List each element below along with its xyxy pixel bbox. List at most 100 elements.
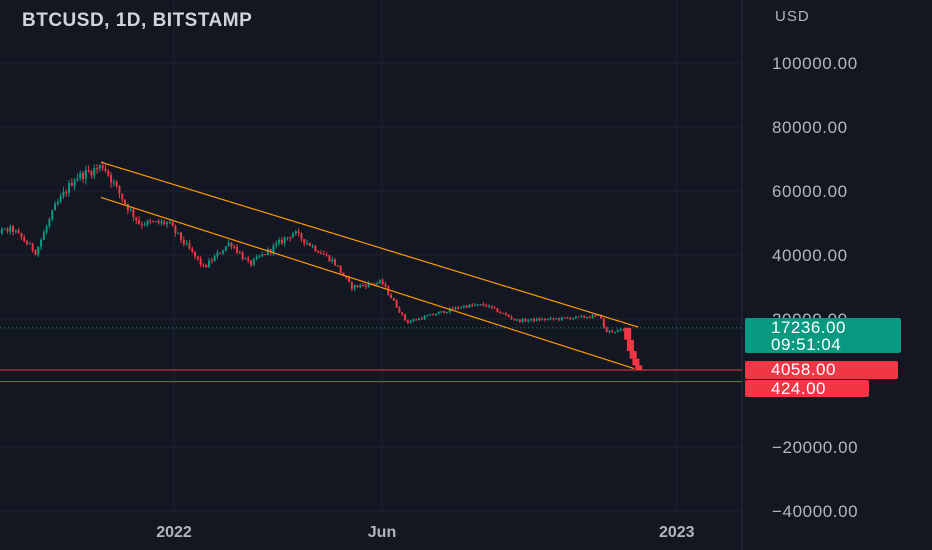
candle-body [502,312,505,314]
candle-body [373,283,376,285]
candle-body [289,237,292,239]
candle-body [359,284,362,287]
candle-body [555,318,558,320]
candle-body [56,201,59,205]
x-tick-label: 2022 [156,524,192,541]
candle-body [252,259,255,265]
candle-body [264,254,267,256]
candle-body [583,315,586,318]
candle-body [244,258,247,260]
candle-body [149,220,152,222]
candle-body [280,240,283,244]
candle-body [586,317,589,319]
candle-body [446,312,449,314]
candle-body [409,321,412,323]
candle-body [26,241,29,245]
currency-label: USD [775,8,810,25]
candle-body [549,318,552,320]
candle-body [160,221,163,224]
candle-body [348,277,351,282]
candle-body [331,259,334,262]
horizontal-level-2-tag: 424.00 [745,380,869,397]
y-tick-label: −20000.00 [772,438,858,457]
candle-body [68,183,71,194]
candle-body [429,314,432,316]
candle-body [40,239,43,247]
candle-body [471,304,474,306]
candle-body [496,308,499,313]
candle-body [87,170,90,172]
candle-body [174,225,177,233]
candle-body [392,298,395,301]
candle-body [168,222,171,224]
candle-body [532,318,535,321]
candle-body [297,231,300,234]
decline-candle [629,351,637,359]
candle-body [98,165,101,169]
candle-body [482,304,485,306]
candle-body [261,254,264,257]
candle-body [345,276,348,278]
candle-body [0,228,3,234]
candle-body [275,243,278,246]
candle-body [286,237,289,239]
candle-body [118,185,121,194]
candle-body [622,329,625,331]
candle-body [266,249,269,255]
candle-body [364,285,367,287]
candle-body [376,282,379,285]
countdown-timer: 09:51:04 [771,335,842,354]
candle-body [31,243,34,251]
candle-body [367,283,370,287]
candle-body [577,316,580,318]
candle-body [138,220,141,224]
candle-body [499,312,502,314]
candle-body [336,265,339,267]
candle-body [180,232,183,240]
candle-body [34,250,37,255]
candle-body [28,243,31,245]
candle-body [384,284,387,287]
channel-line-lower [100,196,635,370]
candle-body [404,314,407,321]
candle-body [269,249,272,253]
candle-body [140,223,143,225]
candle-body [135,217,138,221]
candle-body [208,260,211,268]
candle-body [426,315,429,317]
candle-body [42,232,45,240]
candle-body [412,319,415,322]
candle-body [23,237,26,242]
candle-body [322,253,325,255]
candle-body [356,285,359,287]
candle-body [339,266,342,273]
candle-body [54,204,57,211]
candle-body [115,181,118,186]
candle-body [507,314,510,317]
candle-body [493,307,496,309]
candle-body [401,312,404,315]
candle-body [79,172,82,179]
candle-body [591,315,594,318]
x-tick-label: 2023 [659,524,695,541]
candle-body [490,305,493,308]
decline-candle [624,327,632,340]
candle-body [84,170,87,180]
y-tick-label: 60000.00 [772,182,848,201]
candle-body [292,233,295,238]
candle-body [283,237,286,244]
candle-body [9,226,12,232]
candle-body [154,221,157,223]
decline-candle [632,358,640,366]
candle-body [317,250,320,253]
last-price-tag: 17236.00 09:51:04 [745,318,901,353]
candle-body [574,316,577,319]
candle-body [608,330,611,333]
candle-body [191,248,194,252]
candle-body [437,312,440,315]
candle-body [294,231,297,234]
candle-body [300,233,303,240]
candle-body [258,256,261,258]
